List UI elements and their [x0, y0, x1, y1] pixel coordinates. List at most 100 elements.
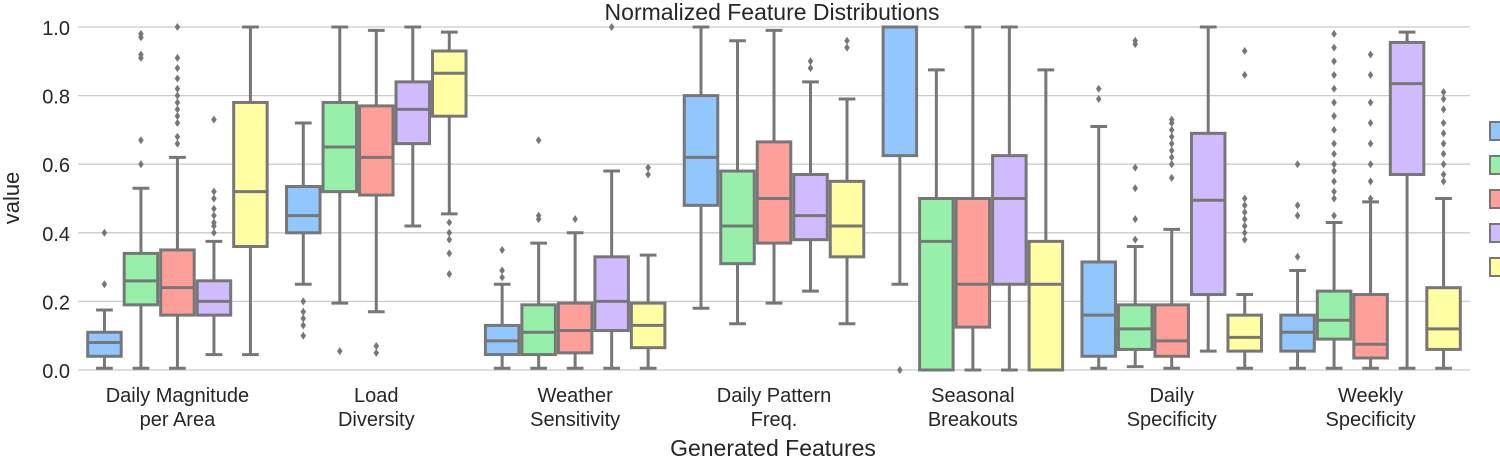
box-group	[483, 23, 667, 370]
outlier-point	[1168, 125, 1175, 134]
outlier-point	[174, 105, 181, 114]
outlier-point	[211, 204, 217, 213]
box-iqr	[1153, 303, 1190, 358]
y-tick-label: 0.2	[42, 292, 70, 314]
outlier-point	[1168, 139, 1175, 148]
outlier-point	[1367, 160, 1374, 169]
outlier-point	[1331, 125, 1337, 134]
legend-swatch	[1489, 189, 1500, 209]
outlier-point	[446, 218, 453, 227]
outlier-point	[336, 347, 343, 356]
outlier-point	[1168, 173, 1175, 182]
outlier-point	[211, 228, 217, 237]
outlier-point	[1331, 187, 1337, 196]
outlier-point	[1241, 47, 1248, 56]
box-group	[881, 25, 1065, 374]
outlier-point	[138, 136, 144, 145]
outlier-point	[1440, 149, 1447, 158]
outlier-point	[174, 84, 181, 93]
box-iqr	[1189, 131, 1227, 297]
outlier-point	[1367, 98, 1374, 107]
outlier-point	[446, 269, 453, 278]
box-iqr	[954, 197, 992, 329]
outlier-point	[1168, 146, 1175, 155]
outlier-point	[1241, 194, 1248, 203]
legend	[1489, 121, 1500, 277]
outlier-point	[174, 53, 181, 62]
box-iqr	[1116, 303, 1154, 351]
x-tick-label: Weather	[538, 385, 614, 407]
outlier-point	[446, 235, 453, 244]
outlier-point	[1367, 177, 1374, 186]
box-iqr	[431, 49, 468, 118]
x-tick-label: Daily Magnitude	[106, 385, 249, 407]
box-iqr	[991, 154, 1028, 286]
x-tick-label: Specificity	[1127, 409, 1217, 431]
outlier-point	[608, 23, 615, 31]
outlier-point	[1294, 160, 1301, 169]
outlier-point	[1331, 177, 1337, 186]
box-iqr	[755, 140, 793, 245]
outlier-point	[300, 297, 307, 306]
outlier-point	[174, 119, 181, 128]
outlier-point	[1440, 119, 1447, 128]
outlier-point	[535, 136, 542, 145]
outlier-point	[1095, 95, 1102, 104]
legend-swatch	[1489, 257, 1500, 277]
outlier-point	[1367, 119, 1374, 128]
outlier-point	[1331, 84, 1337, 93]
outlier-point	[446, 249, 453, 258]
y-axis-label: value	[0, 172, 24, 225]
outlier-point	[1168, 153, 1175, 162]
outlier-point	[1440, 105, 1447, 114]
outlier-point	[1440, 160, 1447, 169]
outlier-point	[1440, 95, 1447, 104]
box-group	[1080, 25, 1263, 370]
outlier-point	[499, 266, 505, 275]
x-tick-label: Load	[354, 385, 399, 407]
outlier-point	[844, 43, 850, 52]
box-iqr	[682, 94, 720, 207]
box-iqr	[593, 255, 630, 333]
x-tick-label: per Area	[140, 409, 216, 431]
outlier-point	[1331, 43, 1337, 52]
x-tick-label: Diversity	[338, 409, 415, 431]
outlier-point	[300, 314, 307, 323]
outlier-point	[1367, 194, 1374, 203]
outlier-point	[1331, 98, 1337, 107]
outlier-point	[1367, 50, 1374, 59]
box-iqr	[828, 179, 866, 259]
box-iqr	[232, 100, 269, 249]
outlier-point	[300, 307, 307, 316]
x-tick-label: Breakouts	[928, 409, 1018, 431]
y-tick-label: 0.4	[42, 224, 70, 246]
outlier-point	[499, 245, 505, 254]
y-tick-label: 1.0	[42, 18, 70, 40]
box-iqr	[556, 301, 594, 355]
outlier-point	[1294, 252, 1301, 261]
outlier-point	[645, 163, 651, 172]
outlier-point	[1331, 139, 1337, 148]
x-axis-label: Generated Features	[670, 435, 876, 457]
box-iqr	[1080, 260, 1117, 358]
outlier-point	[844, 36, 850, 45]
outlier-point	[499, 273, 505, 282]
x-tick-label: Daily Pattern	[717, 385, 832, 407]
box-iqr	[918, 197, 955, 372]
outlier-point	[1440, 177, 1447, 186]
box-iqr	[122, 251, 160, 307]
outlier-point	[211, 194, 217, 203]
outlier-point	[211, 187, 217, 196]
outlier-point	[138, 29, 144, 38]
outlier-point	[1331, 57, 1337, 66]
box-iqr	[1027, 239, 1065, 372]
box-iqr	[1315, 289, 1353, 341]
outlier-point	[174, 112, 181, 121]
x-tick-label: Specificity	[1326, 409, 1416, 431]
outlier-point	[1294, 201, 1301, 210]
outlier-point	[1132, 36, 1139, 45]
box-iqr	[881, 25, 919, 158]
outlier-point	[174, 98, 181, 107]
outlier-point	[373, 341, 380, 350]
box-iqr	[159, 248, 196, 317]
